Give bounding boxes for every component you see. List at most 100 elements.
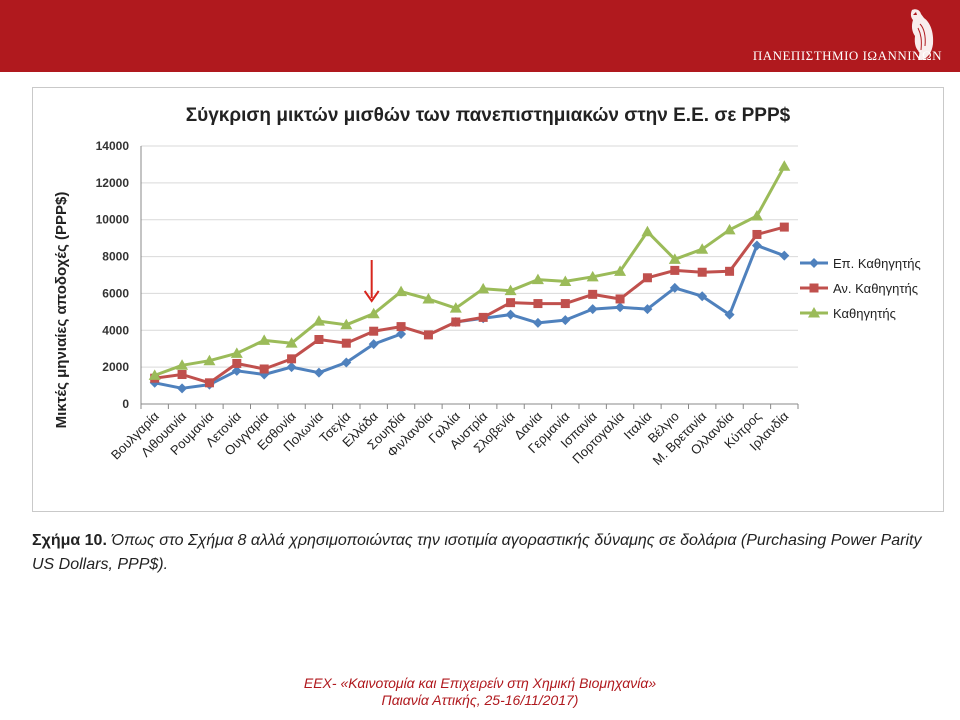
- data-point: [423, 330, 433, 340]
- data-point: [369, 326, 379, 336]
- series-line: [149, 240, 790, 394]
- data-point: [809, 283, 819, 293]
- data-point: [588, 289, 598, 299]
- data-point: [531, 273, 544, 285]
- y-tick-label: 0: [122, 397, 129, 411]
- data-point: [697, 267, 707, 277]
- data-point: [368, 339, 379, 350]
- footer-line-2: Παιανία Αττικής, 25-16/11/2017): [381, 692, 579, 708]
- data-point: [808, 307, 820, 318]
- data-point: [177, 383, 188, 394]
- data-point: [586, 270, 599, 282]
- data-point: [177, 370, 187, 380]
- data-point: [642, 273, 652, 283]
- data-point: [725, 266, 735, 276]
- data-point: [341, 357, 352, 368]
- data-point: [286, 362, 297, 373]
- data-point: [258, 334, 271, 345]
- data-point: [422, 292, 435, 304]
- legend-entry: Επ. Καθηγητής: [800, 256, 921, 271]
- data-point: [697, 291, 708, 302]
- data-point: [615, 302, 626, 313]
- data-point: [478, 312, 488, 322]
- data-point: [232, 358, 242, 368]
- data-point: [668, 253, 681, 264]
- data-point: [809, 258, 819, 268]
- data-point: [231, 365, 242, 376]
- data-point: [533, 299, 543, 309]
- series-line: [150, 222, 789, 388]
- line-chart: Σύγκριση μικτών μισθών των πανεπιστημιακ…: [53, 105, 921, 468]
- data-point: [204, 378, 214, 388]
- figure-caption: Σχήμα 10. Όπως στο Σχήμα 8 αλλά χρησιμοπ…: [32, 529, 944, 577]
- data-point: [449, 302, 462, 313]
- data-point: [287, 354, 297, 364]
- data-point: [341, 338, 351, 348]
- data-point: [395, 285, 408, 297]
- data-point: [750, 210, 763, 221]
- data-point: [477, 282, 490, 294]
- highlight-arrow-icon: [363, 260, 380, 303]
- eagle-logo-icon: [910, 9, 934, 61]
- data-point: [203, 354, 216, 366]
- data-point: [779, 222, 789, 232]
- chart-frame: Σύγκριση μικτών μισθών των πανεπιστημιακ…: [32, 87, 944, 512]
- data-point: [670, 265, 680, 275]
- caption-text: Όπως στο Σχήμα 8 αλλά χρησιμοποιώντας τη…: [32, 532, 922, 573]
- data-point: [642, 304, 653, 315]
- data-point: [148, 369, 161, 380]
- chart-title: Σύγκριση μικτών μισθών των πανεπιστημιακ…: [186, 105, 791, 126]
- data-point: [587, 304, 598, 315]
- data-point: [751, 240, 762, 251]
- data-point: [723, 223, 736, 235]
- y-tick-label: 14000: [96, 139, 130, 153]
- data-point: [259, 364, 269, 374]
- data-point: [504, 284, 517, 296]
- data-point: [532, 317, 543, 328]
- series-path: [154, 225, 785, 385]
- data-point: [313, 367, 324, 378]
- y-tick-label: 12000: [96, 176, 130, 190]
- y-tick-label: 2000: [102, 360, 129, 374]
- data-point: [696, 243, 709, 254]
- data-point: [778, 160, 791, 171]
- data-point: [314, 335, 324, 344]
- data-point: [285, 337, 298, 348]
- data-point: [176, 359, 189, 370]
- y-tick-label: 6000: [102, 286, 129, 300]
- data-point: [641, 225, 654, 237]
- data-point: [560, 315, 571, 326]
- footer: ΕΕΧ- «Καινοτομία και Επιχειρείν στη Χημι…: [0, 675, 960, 709]
- university-name: ΠΑΝΕΠΙΣΤΗΜΙΟ ΙΩΑΝΝΙΝΩΝ: [752, 48, 942, 63]
- caption-label: Σχήμα 10.: [32, 532, 107, 549]
- data-point: [367, 307, 380, 319]
- data-point: [312, 315, 325, 326]
- footer-line-1: ΕΕΧ- «Καινοτομία και Επιχειρείν στη Χημι…: [303, 675, 657, 691]
- data-point: [396, 322, 406, 332]
- data-point: [559, 275, 572, 286]
- y-axis-label: Μικτές μηνιαίες αποδοχές (PPP$): [53, 192, 70, 429]
- series-line: [148, 160, 791, 380]
- data-point: [340, 318, 353, 330]
- header-banner: ΠΑΝΕΠΙΣΤΗΜΙΟ ΙΩΑΝΝΙΝΩΝ: [0, 0, 960, 72]
- data-point: [506, 298, 516, 308]
- data-point: [615, 294, 625, 304]
- data-point: [752, 229, 762, 239]
- data-point: [505, 309, 516, 320]
- data-point: [779, 250, 790, 261]
- data-point: [230, 347, 243, 358]
- legend-entry: Καθηγητής: [800, 306, 896, 321]
- legend-label: Αν. Καθηγητής: [833, 281, 918, 296]
- y-tick-label: 4000: [102, 323, 129, 337]
- data-point: [560, 299, 570, 309]
- data-point: [451, 317, 461, 327]
- y-tick-label: 8000: [102, 250, 129, 264]
- legend-entry: Αν. Καθηγητής: [800, 281, 918, 296]
- data-point: [396, 328, 407, 339]
- y-tick-label: 10000: [96, 213, 130, 227]
- legend-label: Καθηγητής: [833, 306, 896, 321]
- legend-label: Επ. Καθηγητής: [833, 256, 921, 271]
- data-point: [724, 309, 735, 320]
- data-point: [669, 282, 680, 293]
- data-point: [614, 265, 627, 276]
